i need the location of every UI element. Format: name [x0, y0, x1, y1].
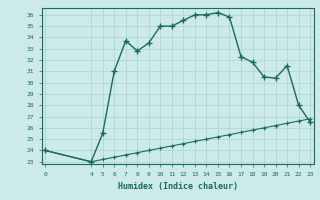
X-axis label: Humidex (Indice chaleur): Humidex (Indice chaleur): [118, 182, 237, 191]
